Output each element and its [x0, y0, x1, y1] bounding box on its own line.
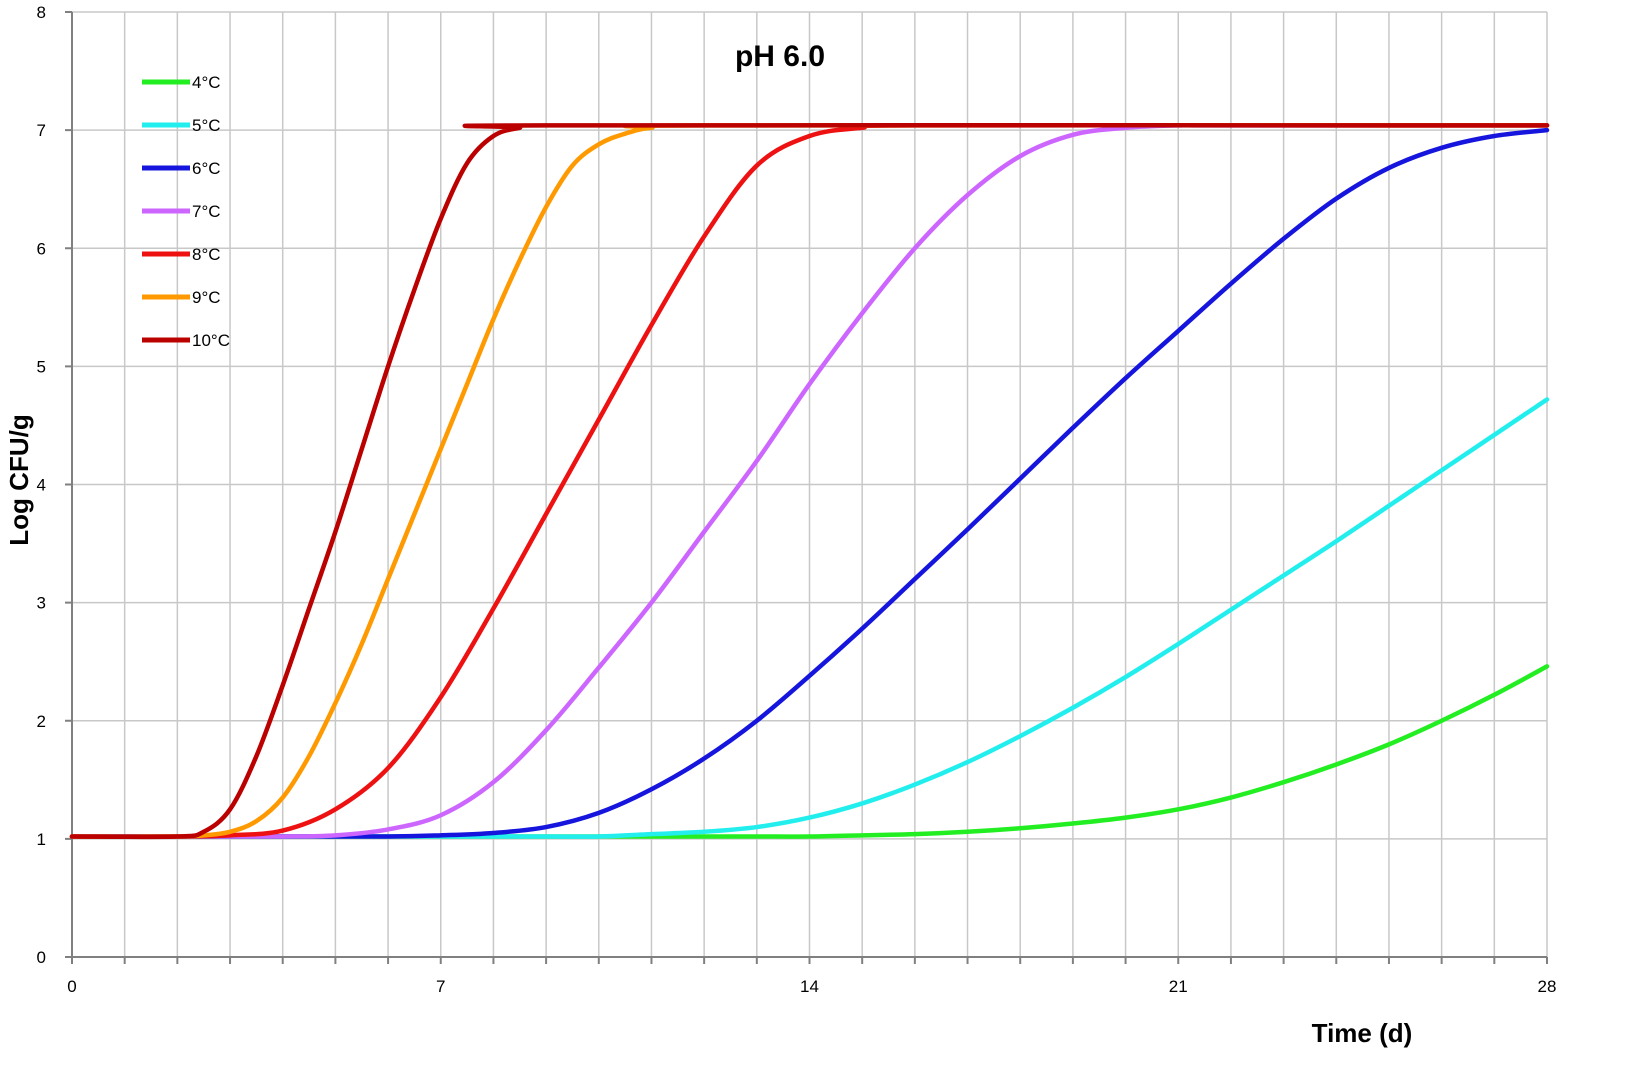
y-tick-label: 8 [37, 3, 46, 22]
series-line [69, 127, 1550, 839]
y-tick-label: 4 [37, 476, 46, 495]
legend-label: 5°C [192, 116, 221, 135]
legend-label: 4°C [192, 73, 221, 92]
gridlines [72, 11, 1548, 957]
legend-label: 8°C [192, 245, 221, 264]
y-tick-label: 2 [37, 712, 46, 731]
y-tick-label: 5 [37, 357, 46, 376]
legend-label: 10°C [192, 331, 230, 350]
y-tick-label: 0 [37, 948, 46, 967]
y-axis-title: Log CFU/g [4, 414, 34, 545]
y-tick-label: 7 [37, 121, 46, 140]
y-tick-label: 3 [37, 594, 46, 613]
chart-title: pH 6.0 [735, 40, 825, 73]
x-tick-label: 14 [800, 977, 819, 996]
x-tick-label: 28 [1538, 977, 1557, 996]
legend-label: 6°C [192, 159, 221, 178]
legend-label: 9°C [192, 288, 221, 307]
legend-label: 7°C [192, 202, 221, 221]
x-tick-label: 0 [67, 977, 76, 996]
axes: 0 1 2 3 4 5 6 7 8 0 7 14 21 28 [37, 3, 1557, 996]
y-tick-label: 6 [37, 239, 46, 258]
series-line [69, 122, 1550, 840]
y-tick-label: 1 [37, 830, 46, 849]
series-lines [69, 122, 1550, 840]
x-tick-label: 21 [1169, 977, 1188, 996]
legend: 4°C 5°C 6°C 7°C 8°C 9°C 10°C [142, 73, 230, 350]
x-axis-title: Time (d) [1312, 1018, 1413, 1048]
x-tick-label: 7 [436, 977, 445, 996]
